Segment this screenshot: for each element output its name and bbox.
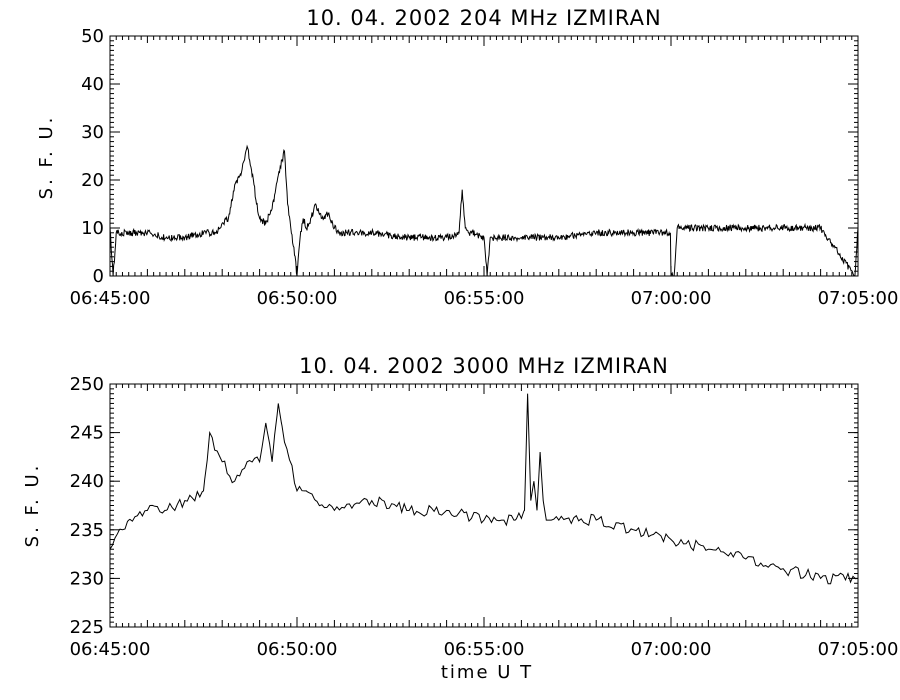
series-line [109,144,859,277]
x-tick-label: 06:55:00 [444,639,525,660]
y-tick-label: 240 [70,471,104,492]
chart-title: 10. 04. 2002 204 MHz IZMIRAN [306,6,661,30]
x-tick-label: 07:05:00 [818,288,899,309]
y-tick-label: 0 [93,266,104,287]
y-tick-label: 245 [70,423,104,444]
x-tick-label: 07:05:00 [818,639,899,660]
series-line [109,393,859,585]
y-tick-label: 230 [70,568,104,589]
y-axis-label: S. F. U. [22,463,43,548]
y-tick-label: 40 [81,74,104,95]
panel-3000mhz: 10. 04. 2002 3000 MHz IZMIRAN S. F. U. t… [22,354,898,683]
y-tick-label: 250 [70,374,104,395]
chart-title: 10. 04. 2002 3000 MHz IZMIRAN [299,354,669,378]
panel-204mhz: 10. 04. 2002 204 MHz IZMIRAN S. F. U. 0 1… [36,6,898,309]
y-tick-label: 30 [81,122,104,143]
x-tick-label: 06:45:00 [70,288,151,309]
y-axis-label: S. F. U. [36,115,57,200]
x-tick-label: 06:50:00 [257,639,338,660]
y-tick-label: 10 [81,218,104,239]
y-tick-label: 20 [81,170,104,191]
x-tick-label: 06:55:00 [444,288,525,309]
x-tick-label: 07:00:00 [631,288,712,309]
x-tick-label: 07:00:00 [631,639,712,660]
y-tick-label: 225 [70,617,104,638]
x-tick-label: 06:50:00 [257,288,338,309]
y-tick-label: 50 [81,26,104,47]
plot-frame [109,383,859,628]
x-axis-label: time U T [441,662,533,683]
y-tick-label: 235 [70,520,104,541]
x-tick-label: 06:45:00 [70,639,151,660]
